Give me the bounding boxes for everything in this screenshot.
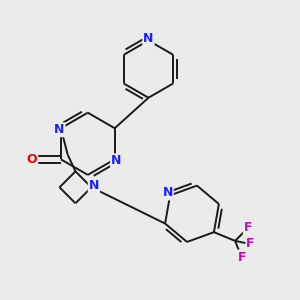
Text: F: F [244, 221, 252, 234]
Text: N: N [143, 32, 154, 44]
Text: N: N [89, 179, 99, 192]
Text: F: F [246, 237, 255, 250]
Text: N: N [111, 154, 122, 167]
Text: N: N [54, 123, 64, 136]
Text: N: N [162, 186, 173, 200]
Text: O: O [27, 153, 37, 166]
Text: F: F [238, 250, 246, 263]
